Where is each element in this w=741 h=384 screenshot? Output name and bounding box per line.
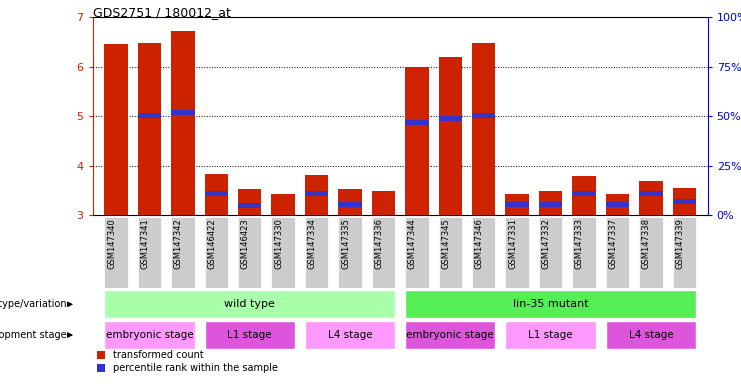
Bar <box>205 174 228 215</box>
Bar <box>572 191 596 196</box>
FancyBboxPatch shape <box>305 217 328 288</box>
Bar <box>539 202 562 207</box>
Bar <box>472 113 496 118</box>
Bar <box>405 67 428 215</box>
FancyBboxPatch shape <box>605 321 696 349</box>
Bar <box>673 188 696 215</box>
FancyBboxPatch shape <box>238 217 262 288</box>
FancyBboxPatch shape <box>539 217 562 288</box>
Text: GSM147341: GSM147341 <box>141 218 150 269</box>
Bar <box>405 120 428 124</box>
Text: L4 stage: L4 stage <box>628 330 673 340</box>
Text: GSM147330: GSM147330 <box>274 218 283 269</box>
Bar <box>639 191 662 196</box>
Text: GSM147339: GSM147339 <box>675 218 684 269</box>
FancyBboxPatch shape <box>673 217 696 288</box>
Text: GSM147334: GSM147334 <box>308 218 316 269</box>
Text: GSM147331: GSM147331 <box>508 218 517 269</box>
Text: lin-35 mutant: lin-35 mutant <box>513 299 588 310</box>
Text: GSM147336: GSM147336 <box>374 218 383 270</box>
FancyBboxPatch shape <box>205 321 295 349</box>
Bar <box>505 194 529 215</box>
Text: GSM147332: GSM147332 <box>542 218 551 269</box>
Text: L4 stage: L4 stage <box>328 330 372 340</box>
Text: GSM147333: GSM147333 <box>575 218 584 270</box>
FancyBboxPatch shape <box>572 217 596 288</box>
FancyBboxPatch shape <box>439 217 462 288</box>
Bar <box>472 43 496 215</box>
Bar <box>138 113 161 118</box>
Bar <box>238 203 262 208</box>
Bar <box>605 202 629 207</box>
Bar <box>372 191 395 215</box>
FancyBboxPatch shape <box>405 217 428 288</box>
Bar <box>439 116 462 121</box>
Bar <box>539 191 562 215</box>
Text: GDS2751 / 180012_at: GDS2751 / 180012_at <box>93 6 230 19</box>
Bar <box>639 181 662 215</box>
FancyBboxPatch shape <box>472 217 496 288</box>
Bar <box>238 189 262 215</box>
Bar <box>305 175 328 215</box>
FancyBboxPatch shape <box>271 217 295 288</box>
Text: GSM146422: GSM146422 <box>207 218 216 269</box>
FancyBboxPatch shape <box>405 321 496 349</box>
Bar <box>605 194 629 215</box>
Bar <box>104 45 127 215</box>
Text: GSM147346: GSM147346 <box>475 218 484 269</box>
FancyBboxPatch shape <box>339 217 362 288</box>
Bar <box>339 202 362 207</box>
Text: GSM147338: GSM147338 <box>642 218 651 270</box>
Bar <box>673 199 696 204</box>
Text: genotype/variation: genotype/variation <box>0 299 67 310</box>
Text: GSM147345: GSM147345 <box>442 218 451 269</box>
Bar <box>305 191 328 196</box>
FancyBboxPatch shape <box>405 290 696 318</box>
Bar <box>339 189 362 215</box>
FancyBboxPatch shape <box>104 321 195 349</box>
Text: GSM146423: GSM146423 <box>241 218 250 269</box>
FancyBboxPatch shape <box>505 217 529 288</box>
Text: development stage: development stage <box>0 330 67 340</box>
FancyBboxPatch shape <box>104 217 127 288</box>
FancyBboxPatch shape <box>505 321 596 349</box>
Bar <box>439 57 462 215</box>
Text: embryonic stage: embryonic stage <box>407 330 494 340</box>
Bar <box>171 31 195 215</box>
FancyBboxPatch shape <box>171 217 195 288</box>
Bar <box>271 194 295 215</box>
Legend: transformed count, percentile rank within the sample: transformed count, percentile rank withi… <box>98 351 278 373</box>
Text: embryonic stage: embryonic stage <box>106 330 193 340</box>
FancyBboxPatch shape <box>104 290 395 318</box>
Text: GSM147342: GSM147342 <box>174 218 183 269</box>
Text: GSM147344: GSM147344 <box>408 218 417 269</box>
Text: GSM147337: GSM147337 <box>608 218 617 270</box>
Bar <box>205 191 228 196</box>
FancyBboxPatch shape <box>605 217 629 288</box>
Text: wild type: wild type <box>225 299 275 310</box>
FancyBboxPatch shape <box>205 217 228 288</box>
Bar <box>572 177 596 215</box>
Bar <box>138 43 161 215</box>
Bar <box>505 202 529 207</box>
FancyBboxPatch shape <box>372 217 395 288</box>
FancyBboxPatch shape <box>305 321 395 349</box>
Text: GSM147335: GSM147335 <box>341 218 350 269</box>
Bar <box>171 110 195 115</box>
FancyBboxPatch shape <box>639 217 662 288</box>
FancyBboxPatch shape <box>138 217 161 288</box>
Text: GSM147340: GSM147340 <box>107 218 116 269</box>
Text: L1 stage: L1 stage <box>528 330 573 340</box>
Text: L1 stage: L1 stage <box>227 330 272 340</box>
